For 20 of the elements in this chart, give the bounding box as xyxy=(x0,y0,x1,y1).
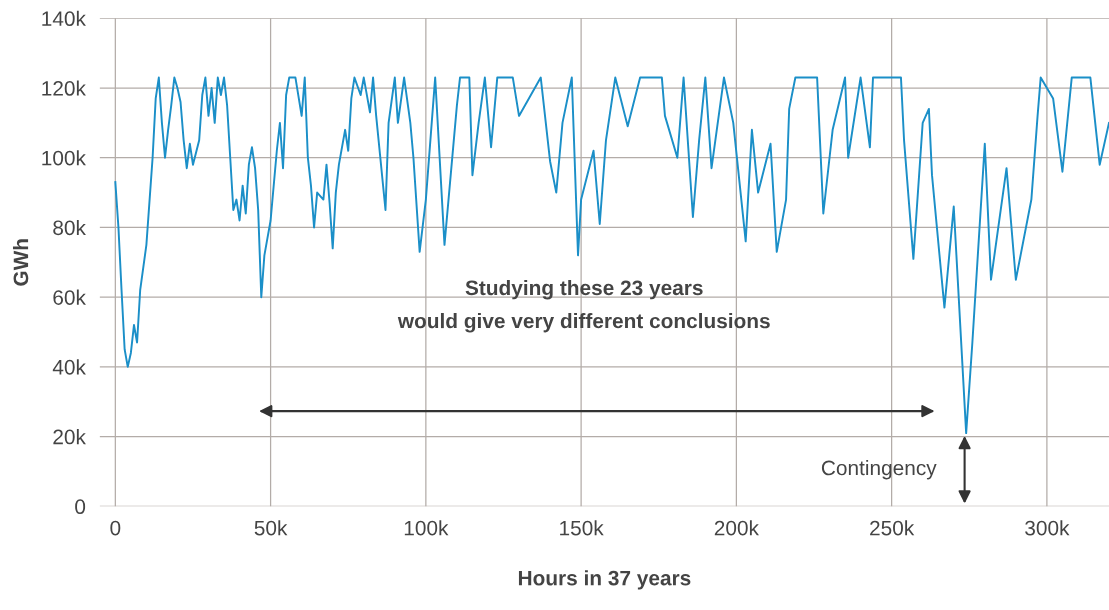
x-tick-label: 200k xyxy=(714,520,759,536)
annotation: Contingency xyxy=(821,459,937,480)
y-tick-label: 20k xyxy=(53,429,86,445)
x-tick-label: 100k xyxy=(404,520,449,536)
x-tick-label: 0 xyxy=(110,520,121,536)
x-tick-label: 50k xyxy=(254,520,288,536)
y-tick-label: 80k xyxy=(53,219,86,236)
y-tick-label: 120k xyxy=(42,80,86,96)
annotation: Studying these 23 years would give very different conclusions xyxy=(397,279,770,333)
y-tick-label: 0 xyxy=(75,499,86,515)
y-tick-label: 140k xyxy=(42,10,86,27)
y-axis-title: GWh xyxy=(12,239,29,286)
y-tick-label: 100k xyxy=(42,150,86,166)
line-series xyxy=(114,76,1109,435)
y-tick-label: 40k xyxy=(52,359,86,375)
x-axis-title: Hours in 37 years xyxy=(518,570,691,590)
x-tick-label: 300k xyxy=(1025,520,1070,536)
x-tick-label: 250k xyxy=(870,520,915,536)
x-tick-label: 150k xyxy=(560,520,604,536)
y-tick-label: 60k xyxy=(53,289,86,305)
